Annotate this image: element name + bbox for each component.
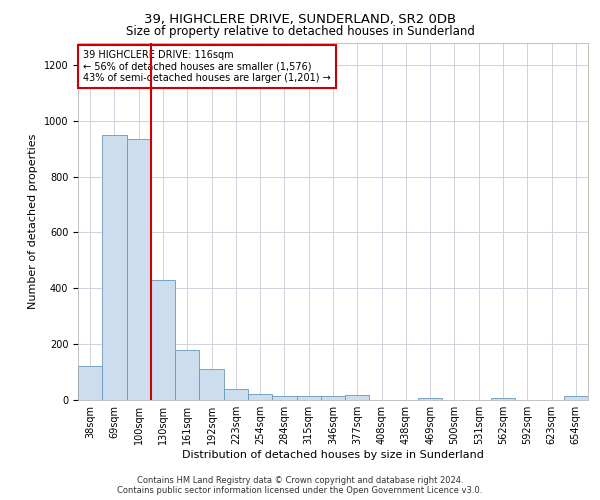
Bar bbox=[175, 350, 199, 400]
Bar bbox=[321, 396, 345, 400]
Y-axis label: Number of detached properties: Number of detached properties bbox=[28, 134, 38, 309]
Text: 39 HIGHCLERE DRIVE: 116sqm
← 56% of detached houses are smaller (1,576)
43% of s: 39 HIGHCLERE DRIVE: 116sqm ← 56% of deta… bbox=[83, 50, 331, 83]
Bar bbox=[272, 396, 296, 400]
Bar bbox=[248, 394, 272, 400]
Text: 39, HIGHCLERE DRIVE, SUNDERLAND, SR2 0DB: 39, HIGHCLERE DRIVE, SUNDERLAND, SR2 0DB bbox=[144, 12, 456, 26]
Bar bbox=[102, 134, 127, 400]
Text: Contains HM Land Registry data © Crown copyright and database right 2024.
Contai: Contains HM Land Registry data © Crown c… bbox=[118, 476, 482, 495]
Bar bbox=[345, 395, 370, 400]
Bar bbox=[296, 396, 321, 400]
Bar bbox=[224, 389, 248, 400]
Bar bbox=[418, 398, 442, 400]
X-axis label: Distribution of detached houses by size in Sunderland: Distribution of detached houses by size … bbox=[182, 450, 484, 460]
Bar bbox=[491, 398, 515, 400]
Bar bbox=[199, 370, 224, 400]
Bar bbox=[78, 366, 102, 400]
Bar bbox=[564, 396, 588, 400]
Bar bbox=[151, 280, 175, 400]
Bar bbox=[127, 139, 151, 400]
Text: Size of property relative to detached houses in Sunderland: Size of property relative to detached ho… bbox=[125, 25, 475, 38]
